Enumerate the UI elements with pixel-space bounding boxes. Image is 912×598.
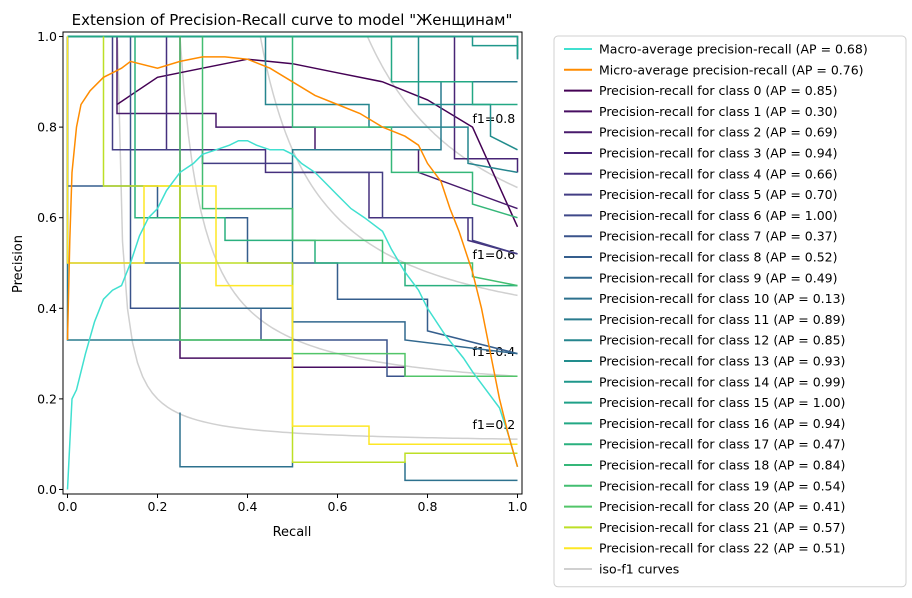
legend-entry: Precision-recall for class 10 (AP = 0.13…: [599, 291, 845, 306]
legend-entry: Precision-recall for class 2 (AP = 0.69): [599, 125, 837, 140]
x-tick-label: 0.4: [238, 499, 258, 514]
series-line-24: [66, 36, 518, 445]
y-tick-label: 0.2: [37, 391, 57, 406]
legend-entry: Precision-recall for class 17 (AP = 0.47…: [599, 437, 845, 452]
legend-entry: Precision-recall for class 13 (AP = 0.93…: [599, 354, 845, 369]
iso-f1-label: f1=0.6: [473, 247, 516, 262]
series-line-0: [66, 139, 519, 490]
legend-entry: Precision-recall for class 6 (AP = 1.00): [599, 208, 837, 223]
legend-entry: Precision-recall for class 20 (AP = 0.41…: [599, 499, 845, 514]
legend-entry: iso-f1 curves: [599, 562, 679, 577]
iso-f1-label: f1=0.2: [473, 417, 516, 432]
series-line-9: [129, 36, 518, 377]
series-line-18: [67, 35, 518, 106]
series-line-2: [116, 58, 519, 228]
legend: Macro-average precision-recall (AP = 0.6…: [553, 35, 907, 588]
series-line-23: [102, 36, 518, 464]
legend-entry: Precision-recall for class 5 (AP = 0.70): [599, 187, 837, 202]
legend-entry: Precision-recall for class 12 (AP = 0.85…: [599, 333, 845, 348]
x-tick-label: 1.0: [508, 499, 528, 514]
legend-entry: Macro-average precision-recall (AP = 0.6…: [599, 42, 868, 57]
legend-entry: Micro-average precision-recall (AP = 0.7…: [599, 62, 864, 77]
legend-entry: Precision-recall for class 16 (AP = 0.94…: [599, 416, 845, 431]
legend-entry: Precision-recall for class 4 (AP = 0.66): [599, 166, 837, 181]
legend-entry: Precision-recall for class 22 (AP = 0.51…: [599, 541, 845, 556]
x-tick-label: 0.8: [418, 499, 438, 514]
chart-title: Extension of Precision-Recall curve to m…: [72, 11, 513, 29]
legend-entry: Precision-recall for class 21 (AP = 0.57…: [599, 520, 845, 535]
y-tick-label: 0.8: [37, 120, 57, 135]
legend-entry: Precision-recall for class 19 (AP = 0.54…: [599, 478, 845, 493]
x-axis-label: Recall: [273, 525, 312, 540]
iso-f1-label: f1=0.4: [473, 344, 516, 359]
legend-entry: Precision-recall for class 1 (AP = 0.30): [599, 104, 837, 119]
iso-f1-curve: [179, 37, 518, 377]
y-tick-label: 0.6: [37, 210, 57, 225]
legend-entry: Precision-recall for class 3 (AP = 0.94): [599, 146, 837, 161]
iso-f1-curve: [366, 36, 518, 189]
iso-f1-curve: [116, 40, 518, 440]
x-axis: 0.0 0.2 0.4 0.6 0.8 1.0: [58, 494, 528, 514]
y-tick-label: 1.0: [37, 29, 57, 44]
plot-frame: [62, 31, 523, 495]
y-tick-label: 0.0: [37, 482, 57, 497]
y-axis-label: Precision: [11, 235, 26, 293]
legend-entry: Precision-recall for class 8 (AP = 0.52): [599, 250, 837, 265]
plot-area: f1=0.2 f1=0.4 f1=0.6 f1=0.8: [62, 31, 523, 495]
x-tick-label: 0.6: [328, 499, 348, 514]
legend-entry: Precision-recall for class 15 (AP = 1.00…: [599, 395, 845, 410]
legend-entry: Precision-recall for class 0 (AP = 0.85): [599, 83, 837, 98]
series-line-12: [179, 412, 518, 482]
legend-entry: Precision-recall for class 7 (AP = 0.37): [599, 229, 837, 244]
series-line-20: [291, 36, 518, 219]
series-line-1: [66, 56, 519, 468]
legend-box: [553, 35, 907, 588]
legend-entry: Precision-recall for class 9 (AP = 0.49): [599, 270, 837, 285]
legend-entry: Precision-recall for class 18 (AP = 0.84…: [599, 458, 845, 473]
legend-entry: Precision-recall for class 14 (AP = 0.99…: [599, 374, 845, 389]
iso-f1-label: f1=0.8: [473, 111, 516, 126]
y-axis: 0.0 0.2 0.4 0.6 0.8 1.0: [37, 29, 63, 497]
x-tick-label: 0.2: [148, 499, 168, 514]
x-tick-label: 0.0: [58, 499, 78, 514]
y-tick-label: 0.4: [37, 301, 57, 316]
legend-entry: Precision-recall for class 11 (AP = 0.89…: [599, 312, 845, 327]
